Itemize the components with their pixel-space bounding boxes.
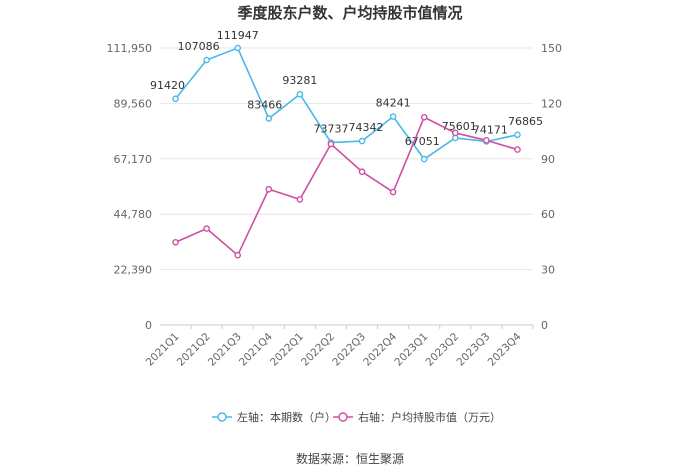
data-point[interactable] [451, 129, 459, 137]
data-point[interactable] [358, 137, 366, 145]
data-point[interactable] [265, 185, 273, 193]
data-point[interactable] [172, 238, 179, 246]
data-point[interactable] [483, 137, 490, 144]
legend[interactable]: 左轴：本期数（户） 右轴：户均持股市值（万元） [212, 410, 501, 424]
data-point[interactable] [296, 90, 304, 98]
x-tick-label: 2021Q2 [175, 331, 213, 369]
data-point[interactable] [420, 155, 428, 163]
y-left-tick-label: 89,560 [114, 97, 153, 110]
x-tick-label: 2023Q1 [392, 331, 430, 369]
data-point[interactable] [327, 140, 335, 148]
data-label: 76865 [508, 115, 543, 128]
y-axis-right: 0 30 60 90 120 150 [541, 42, 562, 332]
x-tick-label: 2023Q4 [486, 330, 524, 368]
x-tick-label: 2021Q3 [206, 331, 244, 369]
series-line-avg-value [175, 116, 518, 257]
data-point[interactable] [203, 56, 210, 64]
data-label: 75601 [442, 120, 477, 133]
y-right-tick-label: 60 [541, 208, 555, 221]
y-right-tick-label: 150 [541, 42, 562, 55]
data-point[interactable] [358, 168, 366, 176]
legend-label: 左轴：本期数（户） [237, 410, 336, 424]
data-label: 84241 [376, 97, 411, 110]
data-point[interactable] [514, 131, 521, 139]
data-point[interactable] [420, 113, 428, 121]
data-point[interactable] [389, 113, 397, 120]
y-left-tick-label: 22,390 [114, 264, 153, 277]
x-tick-label: 2021Q1 [144, 331, 182, 369]
x-tick-label: 2023Q3 [455, 331, 493, 369]
legend-item-avg-value[interactable]: 右轴：户均持股市值（万元） [333, 410, 501, 424]
series-line-holders [174, 46, 518, 161]
data-point[interactable] [296, 196, 304, 203]
y-left-tick-label: 111,950 [107, 42, 153, 55]
grid [160, 47, 533, 326]
legend-label: 右轴：户均持股市值（万元） [358, 410, 501, 424]
y-left-tick-label: 67,170 [114, 153, 153, 166]
legend-item-holders[interactable]: 左轴：本期数（户） [212, 410, 336, 424]
legend-swatch-marker [338, 412, 348, 422]
y-right-tick-label: 30 [541, 264, 555, 277]
data-label: 93281 [282, 74, 317, 87]
data-point[interactable] [514, 146, 521, 153]
y-left-tick-label: 44,780 [114, 208, 153, 221]
data-point[interactable] [203, 225, 210, 232]
data-label: 74342 [349, 121, 384, 134]
x-tick-label: 2022Q2 [299, 331, 337, 369]
data-label: 83466 [247, 98, 282, 111]
y-left-tick-label: 0 [145, 319, 152, 332]
y-right-tick-label: 90 [541, 153, 555, 166]
x-tick-label: 2023Q2 [423, 331, 461, 369]
data-label: 107086 [178, 40, 220, 53]
data-point[interactable] [265, 115, 273, 122]
x-axis: 2021Q12021Q22021Q32021Q42022Q12022Q22022… [144, 324, 534, 369]
chart-title: 季度股东户数、户均持股市值情况 [237, 4, 462, 22]
x-tick-label: 2021Q4 [237, 330, 275, 368]
data-label: 111947 [217, 29, 259, 42]
legend-swatch-marker [217, 412, 227, 422]
data-point[interactable] [172, 95, 179, 103]
data-label: 73737 [313, 123, 348, 136]
data-point[interactable] [389, 188, 397, 196]
source-note: 数据来源：恒生聚源 [296, 451, 404, 466]
data-label: 74171 [473, 123, 508, 136]
x-tick-label: 2022Q1 [268, 331, 306, 369]
y-right-tick-label: 120 [541, 97, 562, 110]
y-axis-left: 0 22,390 44,780 67,170 89,560 111,950 [107, 42, 153, 332]
x-tick-label: 2022Q3 [330, 331, 368, 369]
data-label: 91420 [150, 79, 185, 92]
data-point[interactable] [234, 251, 242, 259]
data-label: 67051 [405, 135, 440, 148]
data-point[interactable] [234, 44, 242, 52]
y-right-tick-label: 0 [541, 319, 548, 332]
